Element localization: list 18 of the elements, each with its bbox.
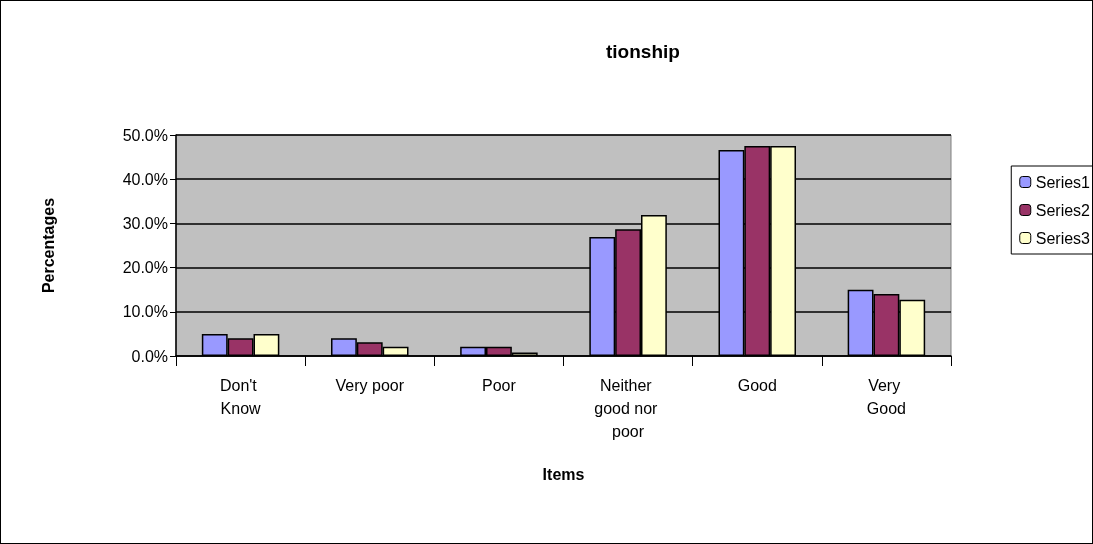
y-tick-label: 20.0% [122, 259, 168, 277]
legend-label: Series1 [1035, 173, 1091, 191]
legend-label: Series2 [1035, 201, 1091, 219]
x-axis-title: Items [542, 465, 585, 483]
y-tick-label: 40.0% [122, 170, 168, 188]
y-tick-label: 0.0% [131, 347, 168, 365]
x-tick-label: Very poor [335, 377, 405, 394]
y-tick-label: 10.0% [122, 303, 168, 321]
y-tick-label: 30.0% [122, 214, 168, 232]
y-tick-label: 50.0% [122, 126, 168, 144]
y-axis-title: Percentages [39, 197, 57, 294]
legend-label: Series3 [1035, 229, 1091, 247]
x-tick-label: Very Good [866, 377, 906, 417]
x-tick-label: Poor [482, 377, 517, 394]
x-tick-label: Good [737, 377, 777, 394]
x-tick-label: Neither good nor poor [594, 377, 662, 440]
x-tick-label: Don't Know [219, 377, 262, 417]
chart-title: tionship [606, 41, 680, 62]
